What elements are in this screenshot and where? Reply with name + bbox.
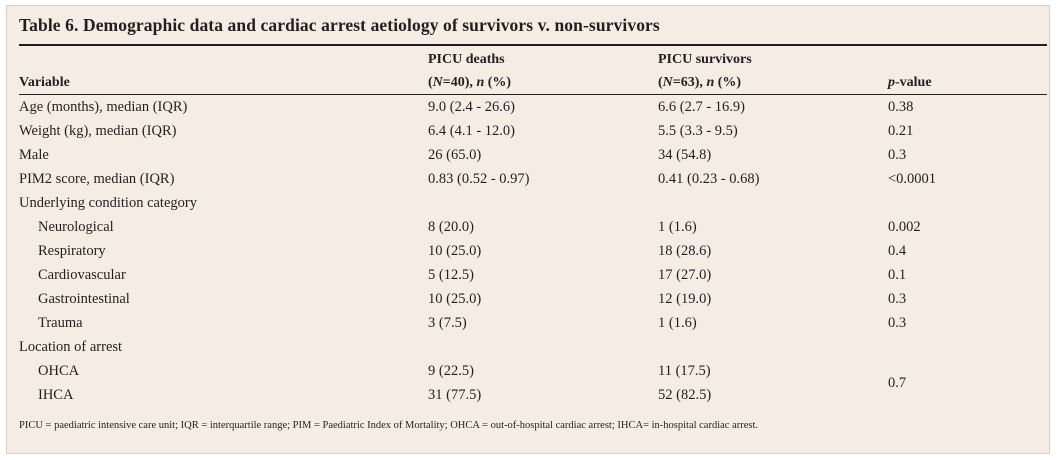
row-deaths-value: 0.83 (0.52 - 0.97) bbox=[428, 171, 530, 187]
row-variable: Underlying condition category bbox=[19, 195, 197, 211]
row-deaths-value: 31 (77.5) bbox=[428, 387, 482, 403]
row-p-value: 0.4 bbox=[888, 243, 907, 259]
row-variable: IHCA bbox=[38, 387, 74, 403]
row-variable: OHCA bbox=[38, 363, 80, 379]
header-deaths-title: PICU deaths bbox=[428, 52, 505, 67]
row-variable: PIM2 score, median (IQR) bbox=[19, 171, 175, 187]
location-p-value: 0.7 bbox=[888, 375, 907, 391]
header-survivors-subtitle: (N=63), n (%) bbox=[658, 75, 742, 90]
table-panel: Table 6. Demographic data and cardiac ar… bbox=[6, 5, 1050, 454]
top-rule bbox=[19, 44, 1047, 46]
row-survivors-value: 11 (17.5) bbox=[658, 363, 711, 379]
header-variable: Variable bbox=[19, 75, 70, 90]
row-survivors-value: 6.6 (2.7 - 16.9) bbox=[658, 99, 745, 115]
row-survivors-value: 0.41 (0.23 - 0.68) bbox=[658, 171, 760, 187]
row-survivors-value: 52 (82.5) bbox=[658, 387, 712, 403]
header-rule bbox=[19, 94, 1047, 95]
table-footnote: PICU = paediatric intensive care unit; I… bbox=[19, 420, 759, 431]
row-survivors-value: 5.5 (3.3 - 9.5) bbox=[658, 123, 738, 139]
row-deaths-value: 10 (25.0) bbox=[428, 243, 482, 259]
row-deaths-value: 3 (7.5) bbox=[428, 315, 467, 331]
row-deaths-value: 6.4 (4.1 - 12.0) bbox=[428, 123, 515, 139]
row-survivors-value: 18 (28.6) bbox=[658, 243, 712, 259]
header-deaths-subtitle: (N=40), n (%) bbox=[428, 75, 512, 90]
row-variable: Cardiovascular bbox=[38, 267, 126, 283]
row-p-value: <0.0001 bbox=[888, 171, 937, 187]
row-variable: Weight (kg), median (IQR) bbox=[19, 123, 177, 139]
row-survivors-value: 1 (1.6) bbox=[658, 315, 697, 331]
row-variable: Trauma bbox=[38, 315, 83, 331]
row-p-value: 0.3 bbox=[888, 315, 907, 331]
row-survivors-value: 17 (27.0) bbox=[658, 267, 712, 283]
row-deaths-value: 8 (20.0) bbox=[428, 219, 474, 235]
row-p-value: 0.002 bbox=[888, 219, 921, 235]
row-survivors-value: 1 (1.6) bbox=[658, 219, 697, 235]
row-variable: Male bbox=[19, 147, 49, 163]
header-survivors-title: PICU survivors bbox=[658, 52, 752, 67]
table-title: Table 6. Demographic data and cardiac ar… bbox=[19, 15, 660, 35]
row-variable: Respiratory bbox=[38, 243, 106, 259]
row-deaths-value: 9.0 (2.4 - 26.6) bbox=[428, 99, 515, 115]
row-variable: Location of arrest bbox=[19, 339, 123, 355]
row-variable: Neurological bbox=[38, 219, 114, 235]
row-deaths-value: 26 (65.0) bbox=[428, 147, 482, 163]
row-p-value: 0.3 bbox=[888, 147, 907, 163]
row-survivors-value: 34 (54.8) bbox=[658, 147, 712, 163]
header-p-value: p-value bbox=[888, 75, 932, 90]
row-deaths-value: 9 (22.5) bbox=[428, 363, 474, 379]
row-deaths-value: 5 (12.5) bbox=[428, 267, 474, 283]
row-p-value: 0.38 bbox=[888, 99, 914, 115]
row-p-value: 0.3 bbox=[888, 291, 907, 307]
row-variable: Age (months), median (IQR) bbox=[19, 99, 188, 115]
row-deaths-value: 10 (25.0) bbox=[428, 291, 482, 307]
row-variable: Gastrointestinal bbox=[38, 291, 130, 307]
row-p-value: 0.21 bbox=[888, 123, 914, 139]
row-p-value: 0.1 bbox=[888, 267, 907, 283]
row-survivors-value: 12 (19.0) bbox=[658, 291, 712, 307]
